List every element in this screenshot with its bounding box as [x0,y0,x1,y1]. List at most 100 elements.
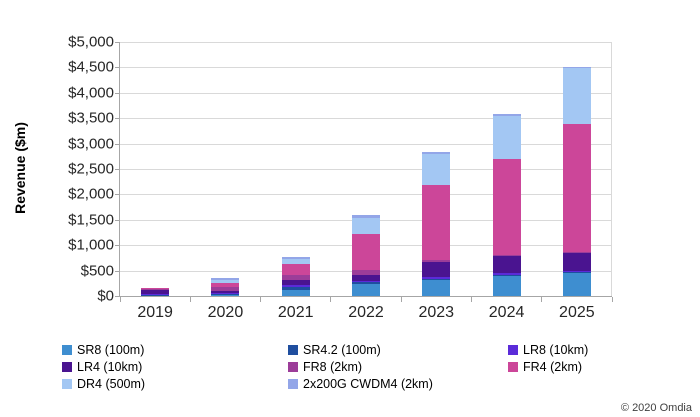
y-tick-label: $5,000 [68,33,114,51]
bar-segment [562,67,591,124]
x-axis-tick [541,297,543,302]
bar-segment [352,282,380,285]
y-axis-line [119,42,120,296]
bar-segment [422,262,451,277]
legend-item: 2x200G CWDM4 (2km) [288,377,508,391]
bar-segment [211,278,240,281]
bar-2022 [352,42,380,296]
gridline [120,118,612,120]
y-tick-label: $2,000 [68,185,114,203]
bar-segment [352,217,380,234]
gridline [120,92,612,94]
x-axis-tick [189,297,191,302]
y-axis-tick [115,270,119,272]
bar-segment [141,294,170,296]
gridline [120,143,612,145]
legend-label: LR8 (10km) [523,342,589,357]
bar-segment [562,270,591,272]
bar-segment [211,286,240,291]
legend-swatch-icon [288,344,298,355]
bar-segment [141,293,170,295]
legend-label: LR4 (10km) [77,359,143,374]
bar-segment [211,280,240,284]
x-tick-label: 2019 [137,304,173,321]
x-axis-tick [400,297,402,302]
bar-segment [141,288,170,291]
y-axis-tick [115,92,119,94]
y-axis-tick [115,245,119,247]
bar-segment [492,275,521,296]
bar-segment [422,185,451,261]
bar-2021 [281,42,310,296]
bar-segment [281,285,310,288]
y-tick-label: $4,500 [68,58,114,76]
y-axis-tick [115,143,119,145]
y-axis-tick [115,296,119,297]
y-tick-label: $3,000 [68,135,114,153]
bar-segment [422,260,451,263]
bar-segment [352,233,380,271]
bar-segment [492,158,521,255]
bar-segment [492,254,521,257]
bar-segment [562,252,591,271]
y-tick-label: $1,500 [68,211,114,229]
bar-segment [281,257,310,260]
bar-segment [281,263,310,276]
legend-swatch-icon [62,378,72,389]
bar-segment [281,275,310,280]
legend: SR8 (100m) SR4.2 (100m) LR8 (10km) LR4 (10k… [62,342,642,391]
bar-segment [281,279,310,286]
bar-segment [562,66,591,68]
bar-segment [281,287,310,290]
x-tick-label: 2025 [559,304,595,321]
y-tick-label: $4,000 [68,84,114,102]
bar-segment [492,273,521,275]
legend-item: FR8 (2km) [288,360,508,374]
y-tick-label: $2,500 [68,160,114,178]
x-tick-label: 2023 [418,304,455,321]
bar-segment [422,280,451,296]
x-axis-tick [611,297,613,302]
y-axis-tick [115,219,119,221]
bar-2025 [562,42,591,296]
gridline [120,42,612,43]
bar-segment [422,151,451,155]
y-tick-label: $3,500 [68,109,114,127]
bar-segment [141,295,170,296]
bar-segment [352,274,380,282]
y-tick-label: $1,000 [68,236,114,254]
legend-item: SR4.2 (100m) [288,342,508,357]
bar-segment [562,251,591,253]
legend-label: DR4 (500m) [77,376,146,391]
legend-label: SR4.2 (100m) [303,342,381,357]
x-tick-label: 2024 [488,304,525,321]
x-axis-tick [260,297,262,302]
bar-segment [211,290,240,293]
bar-segment [492,256,521,274]
legend-swatch-icon [288,378,298,389]
legend-swatch-icon [288,361,298,372]
legend-swatch-icon [508,361,518,372]
x-axis-tick [330,297,332,302]
gridline [120,194,612,196]
bar-segment [422,154,451,186]
bar-segment [352,284,380,296]
y-tick-label: $500 [80,262,114,280]
y-axis-tick [115,42,119,43]
legend-swatch-icon [508,344,518,355]
bar-segment [492,274,521,276]
legend-label: FR4 (2km) [523,359,583,374]
legend-item: FR4 (2km) [508,359,642,374]
plot-area: $0 $500 $1,000 $1,500 $2,000 $2,500 $3,000 $3,5… [68,34,613,321]
legend-item: DR4 (500m) [62,376,288,391]
copyright-text: © 2020 Omdia [620,402,692,414]
bar-segment [492,115,521,159]
legend-swatch-icon [62,344,72,355]
bar-2020 [211,42,240,296]
legend-item: LR4 (10km) [62,359,288,374]
bar-segment [492,113,521,116]
bar-segment [422,278,451,281]
y-axis-tick [115,67,119,69]
gridline [120,169,612,170]
